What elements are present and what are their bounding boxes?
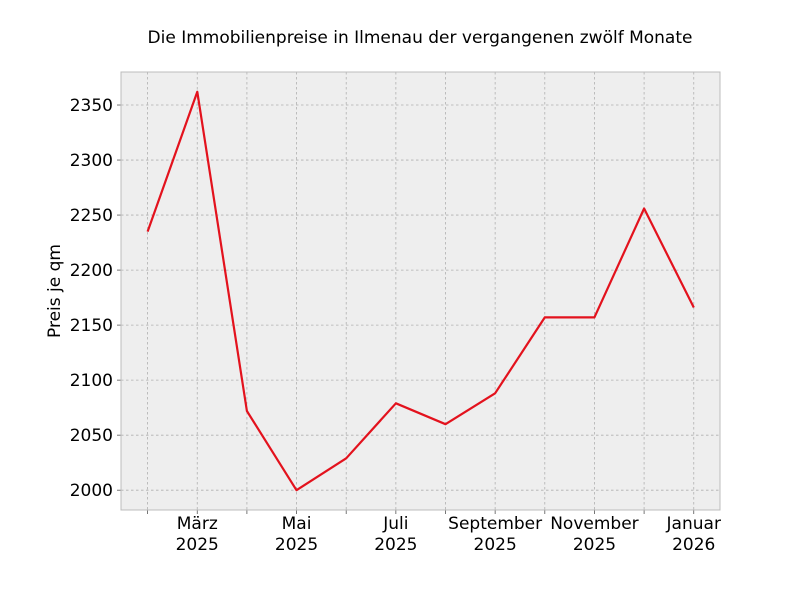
chart-title: Die Immobilienpreise in Ilmenau der verg… bbox=[148, 28, 693, 48]
y-axis-tick-labels: 2000 2050 2100 2150 2200 2250 2300 2350 bbox=[70, 96, 113, 501]
y-axis-label: Preis je qm bbox=[45, 244, 65, 338]
y-tick-label: 2250 bbox=[70, 206, 113, 226]
x-tick-label-month: Januar bbox=[666, 514, 721, 534]
x-tick-label-year: 2025 bbox=[176, 535, 219, 555]
y-tick-label: 2000 bbox=[70, 481, 113, 501]
y-tick-label: 2300 bbox=[70, 151, 113, 171]
y-tick-label: 2200 bbox=[70, 261, 113, 281]
y-tick-label: 2100 bbox=[70, 371, 113, 391]
series-line bbox=[146, 90, 695, 492]
x-tick-label-month: Juli bbox=[382, 514, 408, 534]
x-tick-label-month: März bbox=[177, 514, 218, 534]
y-tick-label: 2350 bbox=[70, 96, 113, 116]
y-tick-label: 2150 bbox=[70, 316, 113, 336]
x-tick-label-year: 2025 bbox=[573, 535, 616, 555]
x-tick-label-month: Mai bbox=[282, 514, 312, 534]
plot-frame bbox=[120, 71, 721, 511]
x-tick-label-year: 2025 bbox=[275, 535, 318, 555]
axis-ticks bbox=[117, 104, 695, 514]
x-tick-label-year: 2025 bbox=[474, 535, 517, 555]
x-tick-label-year: 2025 bbox=[374, 535, 417, 555]
x-axis-tick-labels: März2025Mai2025Juli2025September2025Nove… bbox=[176, 514, 721, 555]
x-tick-label-month: November bbox=[550, 514, 638, 534]
y-tick-label: 2050 bbox=[70, 426, 113, 446]
x-tick-label-month: September bbox=[448, 514, 542, 534]
grid-lines bbox=[121, 72, 720, 510]
x-tick-label-year: 2026 bbox=[672, 535, 715, 555]
plot-area bbox=[121, 72, 720, 510]
